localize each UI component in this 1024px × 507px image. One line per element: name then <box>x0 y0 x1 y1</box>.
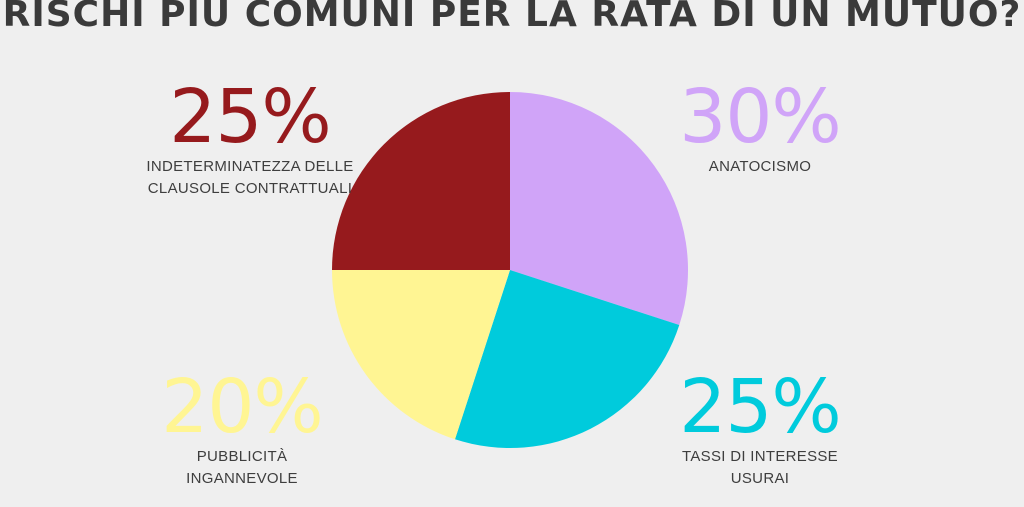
category-label: PUBBLICITÀ INGANNEVOLE <box>186 448 298 487</box>
category-label: INDETERMINATEZZA DELLE CLAUSOLE CONTRATT… <box>146 158 354 197</box>
pie-chart <box>332 92 688 448</box>
chart-title: RISCHI PIÙ COMUNI PER LA RATA DI UN MUTU… <box>2 0 1022 35</box>
category-label: TASSI DI INTERESSE USURAI <box>682 448 838 487</box>
callout-anatocismo: 30% ANATOCISMO <box>660 78 860 178</box>
callout-tassi: 25% TASSI DI INTERESSE USURAI <box>660 368 860 490</box>
callout-pubblicita: 20% PUBBLICITÀ INGANNEVOLE <box>142 368 342 490</box>
pie-slice <box>454 270 680 448</box>
percent-label: 30% <box>679 74 841 160</box>
pie-slice <box>332 270 510 440</box>
percent-label: 25% <box>169 74 331 160</box>
pie-slice <box>510 92 688 326</box>
percent-label: 20% <box>161 364 323 450</box>
callout-indeterminatezza: 25% INDETERMINATEZZA DELLE CLAUSOLE CONT… <box>130 78 370 200</box>
category-label: ANATOCISMO <box>708 158 812 175</box>
pie-slice <box>332 92 510 270</box>
percent-label: 25% <box>679 364 841 450</box>
